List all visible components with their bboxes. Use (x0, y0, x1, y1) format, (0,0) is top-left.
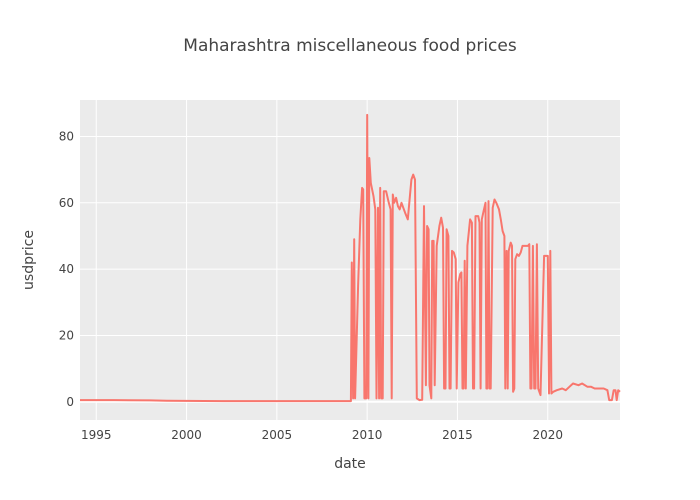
y-axis-title: usdprice (21, 230, 37, 290)
x-axis-title: date (334, 456, 366, 472)
x-tick-label: 2020 (532, 428, 563, 442)
y-tick-label: 0 (66, 395, 74, 409)
y-tick-labels: 0 20 40 60 80 (59, 129, 74, 408)
y-tick-label: 80 (59, 129, 74, 143)
x-tick-labels: 1995 2000 2005 2010 2015 2020 (81, 428, 563, 442)
chart-title: Maharashtra miscellaneous food prices (183, 36, 517, 56)
x-tick-label: 2000 (171, 428, 202, 442)
x-tick-label: 2005 (262, 428, 293, 442)
y-tick-label: 20 (59, 328, 74, 342)
series-line (80, 113, 621, 403)
x-tick-label: 1995 (81, 428, 112, 442)
y-tick-label: 40 (59, 262, 74, 276)
y-tick-label: 60 (59, 196, 74, 210)
x-tick-label: 2015 (442, 428, 473, 442)
x-tick-label: 2010 (352, 428, 383, 442)
